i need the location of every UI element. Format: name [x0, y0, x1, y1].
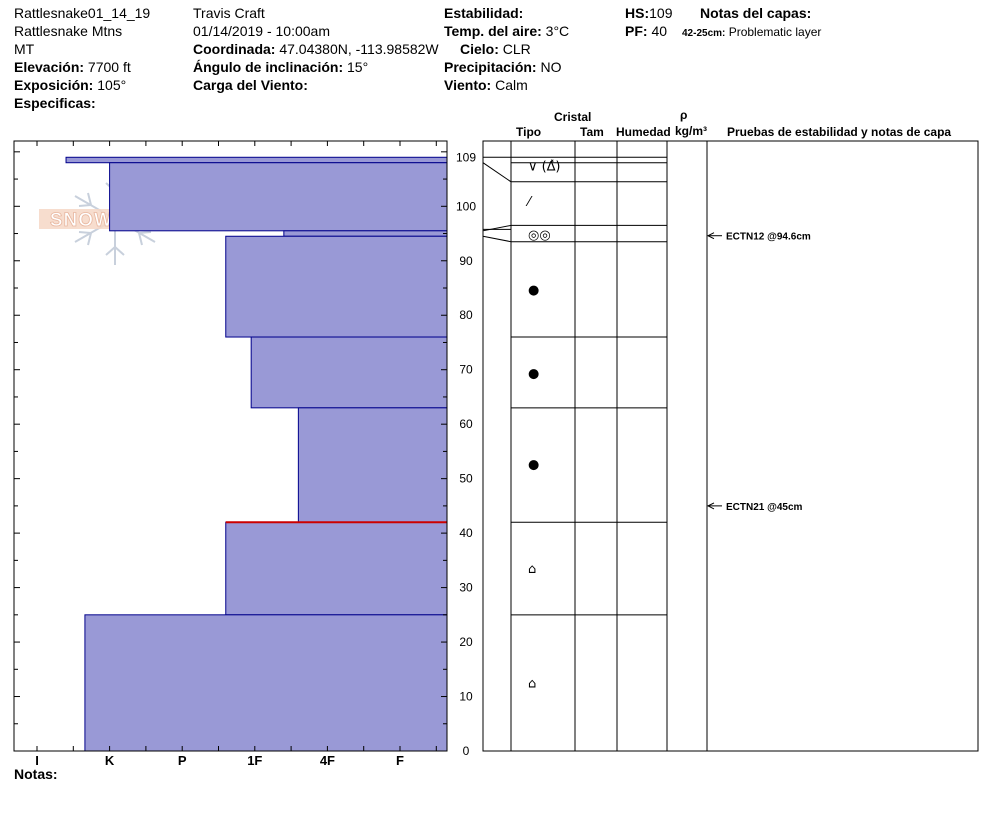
precipitation: Precipitación: NO	[444, 59, 561, 75]
location: Rattlesnake Mtns	[14, 23, 123, 39]
wind-label: Viento:	[444, 77, 492, 93]
stability-test-label: ECTN12 @94.6cm	[726, 232, 811, 243]
type-header: Tipo	[516, 125, 542, 139]
size-header: Tam	[580, 125, 604, 139]
state: MT	[14, 41, 35, 57]
grain-type-symbol: ⌂	[528, 562, 536, 577]
layer-connector	[482, 162, 512, 183]
depth-tick-label: 100	[456, 199, 476, 213]
aspect-label: Exposición:	[14, 77, 94, 93]
layer-note: 42-25cm: Problematic layer	[682, 24, 821, 42]
depth-tick-label: 109	[456, 150, 476, 164]
air-temp: Temp. del aire: 3°C	[444, 23, 569, 39]
plot-frame	[13, 140, 448, 752]
hardness-bar	[65, 156, 448, 164]
stability-label: Estabilidad:	[444, 5, 524, 21]
hardness-tick-label: K	[105, 753, 115, 768]
depth-tick-label: 50	[459, 472, 473, 486]
hardness-bar	[297, 407, 448, 523]
coordinates: Coordinada: 47.04380N, -113.98582W	[193, 41, 439, 57]
wind-load-label: Carga del Viento:	[193, 77, 308, 93]
crystal-header: Cristal	[554, 110, 592, 124]
aspect-value: 105°	[97, 77, 127, 93]
grain-type-symbol: ●	[528, 457, 539, 472]
penetration-foot: PF: 40	[625, 23, 667, 39]
depth-tick-label: 30	[459, 581, 473, 595]
grain-type-symbol: ⁄	[525, 195, 533, 210]
pf-value: 40	[651, 23, 668, 39]
hardness-tick-label: 1F	[247, 753, 262, 768]
chart-axes: 0 10 20 30 40 50 60 70 80 90 100 109 I K P 1F 4F F	[13, 140, 476, 768]
elevation-label: Elevación:	[14, 59, 85, 75]
wind: Viento: Calm	[444, 77, 528, 93]
slope-label: Ángulo de inclinación:	[193, 59, 344, 75]
depth-tick-label: 90	[459, 254, 473, 268]
layer-note-range: 42-25cm:	[682, 28, 726, 39]
air-temp-value: 3°C	[545, 23, 570, 39]
hardness-tick-label: 4F	[320, 753, 335, 768]
stability-test-label: ECTN21 @45cm	[726, 502, 803, 513]
hardness-bar	[109, 162, 448, 232]
hs-label: HS:	[625, 5, 650, 21]
density-unit-header: kg/m³	[675, 124, 708, 138]
grain-type-symbol: ●	[528, 366, 539, 381]
test-arrow-head	[706, 502, 715, 510]
elevation-value: 7700 ft	[87, 59, 131, 75]
datetime: 01/14/2019 - 10:00am	[193, 23, 330, 39]
crystal-table: ∨ (∆̽) ⁄ ◎◎ ● ● ● ⌂ ⌂ ECTN12 @94.6cm ECTN21 @45cm	[482, 140, 979, 752]
grain-type-symbol: ◎◎	[528, 228, 551, 243]
hardness-bar	[84, 614, 448, 752]
depth-tick-label: 60	[459, 417, 473, 431]
rho-header: ρ	[680, 108, 688, 122]
crystal-table-frame	[482, 140, 979, 752]
layer-connector	[482, 235, 512, 243]
depth-tick-label: 80	[459, 308, 473, 322]
hardness-tick-label: F	[396, 753, 404, 768]
depth-tick-label: 40	[459, 526, 473, 540]
hardness-tick-label: I	[35, 753, 39, 768]
aspect: Exposición: 105°	[14, 77, 126, 93]
precip-value: NO	[540, 59, 562, 75]
depth-tick-label: 70	[459, 363, 473, 377]
hardness-bar	[283, 230, 448, 237]
depth-tick-label: 20	[459, 635, 473, 649]
coord-value: 47.04380N, -113.98582W	[279, 41, 439, 57]
tests-header: Pruebas de estabilidad y notas de capa	[727, 125, 952, 139]
test-arrow-head	[706, 232, 715, 240]
hardness-bar	[250, 336, 448, 409]
pit-name: Rattlesnake01_14_19	[14, 5, 151, 21]
layer-notes-label: Notas del capas:	[700, 5, 812, 21]
snow-height: HS:109	[625, 5, 672, 21]
sky-value: CLR	[502, 41, 531, 57]
pf-label: PF:	[625, 23, 648, 39]
grain-type-symbol: ●	[528, 283, 539, 298]
hardness-bar	[225, 235, 448, 338]
hardness-layers	[65, 156, 448, 752]
depth-tick-label: 0	[463, 744, 470, 758]
moisture-header: Humedad	[616, 125, 671, 139]
observer: Travis Craft	[193, 5, 265, 21]
slope-angle: Ángulo de inclinación: 15°	[193, 59, 368, 75]
sky: Cielo: CLR	[460, 41, 531, 57]
layer-connector	[482, 224, 512, 232]
notes-label: Notas:	[14, 766, 58, 782]
air-temp-label: Temp. del aire:	[444, 23, 542, 39]
elevation: Elevación: 7700 ft	[14, 59, 131, 75]
grain-type-symbol: ∨ (∆̽)	[528, 159, 561, 174]
specifics-label: Especificas:	[14, 95, 96, 111]
wind-value: Calm	[495, 77, 528, 93]
grain-type-symbol: ⌂	[528, 676, 536, 691]
hs-value: 109	[649, 5, 673, 21]
precip-label: Precipitación:	[444, 59, 537, 75]
slope-value: 15°	[347, 59, 369, 75]
coord-label: Coordinada:	[193, 41, 276, 57]
depth-tick-label: 10	[459, 690, 473, 704]
hardness-tick-label: P	[178, 753, 187, 768]
hardness-bar	[225, 521, 448, 616]
sky-label: Cielo:	[460, 41, 499, 57]
layer-note-text: Problematic layer	[728, 25, 822, 39]
